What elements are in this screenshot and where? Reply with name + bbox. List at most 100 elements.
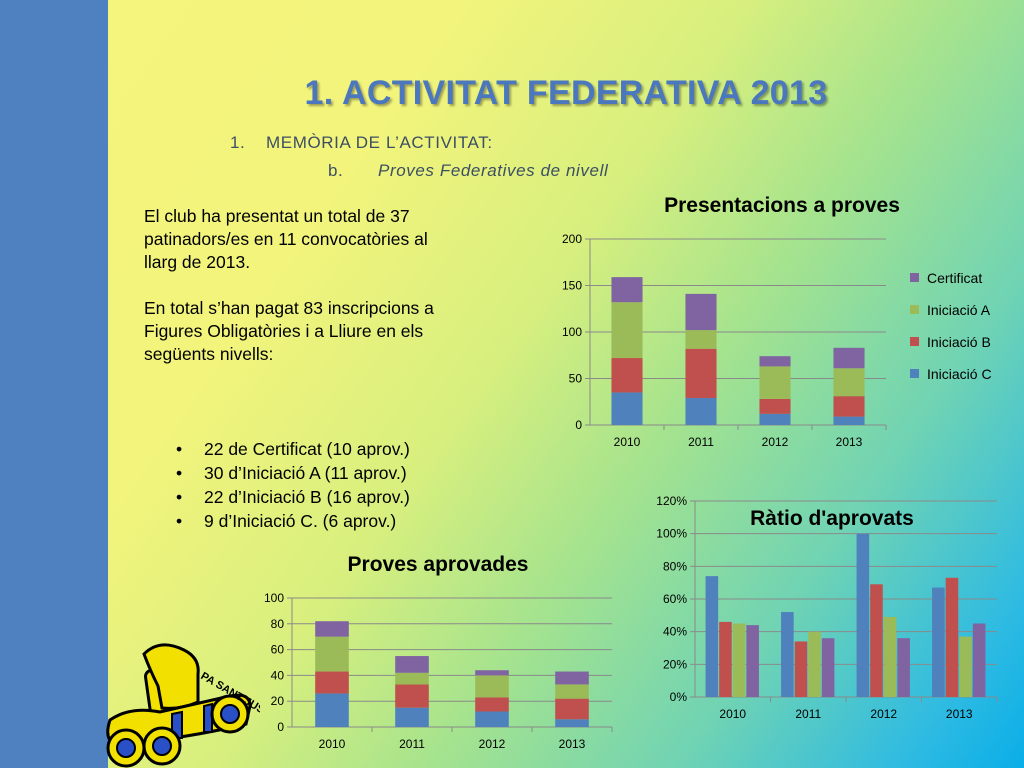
y-tick-label: 40 [271,668,285,682]
chart-title: Ràtio d'aprovats [750,507,914,530]
y-tick-label: 0 [277,720,284,734]
bar-iniciacio-b-2012 [759,398,791,414]
bar-iniciacio-a-2011 [808,631,821,697]
bar-certificat-2012 [897,638,910,697]
bar-iniciacio-b-2011 [794,641,808,697]
legend-swatch-iniciacio-c [910,369,919,378]
bar-iniciacio-c-2010 [611,392,643,425]
x-tick-label: 2013 [559,737,586,751]
bar-certificat-2013 [555,671,589,685]
bar-iniciacio-c-2013 [833,416,865,425]
y-tick-label: 20% [663,657,687,671]
subtitle-2-text: Proves Federatives de nivell [378,161,609,180]
x-tick-label: 2012 [762,435,789,449]
x-tick-label: 2012 [479,737,506,751]
bullet-iniciacio-c: 9 d’Iniciació C. (6 aprov.) [176,509,410,533]
bar-iniciacio-b-2012 [475,697,509,712]
paragraph-inscriptions: En total s’han pagat 83 inscripcions a F… [144,298,434,364]
bar-iniciacio-a-2011 [395,672,429,685]
legend-label-iniciacio-c: Iniciació C [927,366,992,382]
bar-iniciacio-a-2013 [833,368,865,397]
chart-title: Proves aprovades [348,553,529,576]
bar-iniciacio-b-2010 [315,671,349,694]
y-tick-label: 80% [663,559,687,573]
x-tick-label: 2011 [688,435,714,449]
y-tick-label: 200 [562,232,582,246]
bar-certificat-2011 [685,293,717,331]
bar-iniciacio-a-2010 [611,302,643,359]
bar-iniciacio-b-2013 [945,577,959,697]
bar-iniciacio-c-2011 [685,398,717,425]
bar-iniciacio-a-2013 [959,636,972,697]
bar-iniciacio-a-2012 [475,675,509,698]
sidebar-band [0,0,108,768]
bar-iniciacio-b-2013 [555,698,589,720]
x-tick-label: 2011 [399,737,425,751]
bar-certificat-2012 [759,356,791,367]
x-tick-label: 2012 [870,707,897,721]
bar-iniciacio-b-2011 [395,684,429,708]
bullet-certificat: 22 de Certificat (10 aprov.) [176,437,410,461]
bar-iniciacio-a-2010 [732,623,746,697]
subtitle-1-text: MEMÒRIA DE L’ACTIVITAT: [266,133,493,152]
bar-iniciacio-a-2011 [685,330,717,349]
chart-title: Presentacions a proves [664,194,900,217]
slide-title: 1. ACTIVITAT FEDERATIVA 2013 [304,74,828,112]
bar-iniciacio-c-2012 [759,413,791,425]
bar-iniciacio-c-2012 [475,711,509,727]
bar-iniciacio-b-2011 [685,348,717,399]
bar-iniciacio-b-2012 [870,584,883,697]
x-tick-label: 2013 [836,435,863,449]
y-tick-label: 80 [271,617,285,631]
x-tick-label: 2013 [946,707,973,721]
y-tick-label: 120% [656,494,687,508]
level-bullet-list: 22 de Certificat (10 aprov.) 30 d’Inicia… [176,437,410,533]
bar-certificat-2010 [746,625,759,697]
y-tick-label: 100% [656,527,687,541]
bar-certificat-2010 [611,277,643,303]
bullet-iniciacio-b: 22 d’Iniciació B (16 aprov.) [176,485,410,509]
club-logo: PA SANT JUST [106,643,260,768]
bar-certificat-2013 [833,347,865,369]
bar-certificat-2012 [475,670,509,676]
bar-certificat-2011 [821,638,835,697]
subtitle-2-number: b. [328,161,344,180]
bar-iniciacio-b-2013 [833,396,865,417]
y-tick-label: 150 [562,279,582,293]
y-tick-label: 20 [271,694,285,708]
bar-iniciacio-c-2011 [781,612,794,697]
bar-iniciacio-c-2010 [705,576,719,697]
bar-iniciacio-b-2010 [611,358,643,393]
y-tick-label: 50 [569,372,583,386]
bar-iniciacio-c-2010 [315,693,349,727]
y-tick-label: 100 [264,591,284,605]
bar-iniciacio-c-2013 [555,719,589,727]
paragraph-presentations: El club ha presentat un total de 37 pati… [144,206,428,272]
bullet-iniciacio-a: 30 d’Iniciació A (11 aprov.) [176,461,410,485]
bar-iniciacio-c-2012 [856,533,870,697]
legend-swatch-iniciacio-a [910,305,919,314]
y-tick-label: 0 [575,418,582,432]
x-tick-label: 2010 [719,707,746,721]
legend-label-iniciacio-b: Iniciació B [927,334,991,350]
bar-iniciacio-b-2010 [719,621,732,697]
x-tick-label: 2011 [795,707,821,721]
bar-iniciacio-c-2013 [932,587,945,697]
y-tick-label: 40% [663,625,687,639]
y-tick-label: 60 [271,643,285,657]
subtitle-1-number: 1. [230,133,246,152]
body-text: El club ha presentat un total de 37 pati… [144,205,464,389]
y-tick-label: 0% [670,690,688,704]
x-tick-label: 2010 [319,737,346,751]
bar-iniciacio-c-2011 [395,707,429,727]
bar-iniciacio-a-2012 [883,616,897,697]
legend-label-iniciacio-a: Iniciació A [927,302,991,318]
bar-iniciacio-a-2012 [759,366,791,399]
legend-swatch-iniciacio-b [910,337,919,346]
bar-iniciacio-a-2013 [555,684,589,699]
x-tick-label: 2010 [614,435,641,449]
